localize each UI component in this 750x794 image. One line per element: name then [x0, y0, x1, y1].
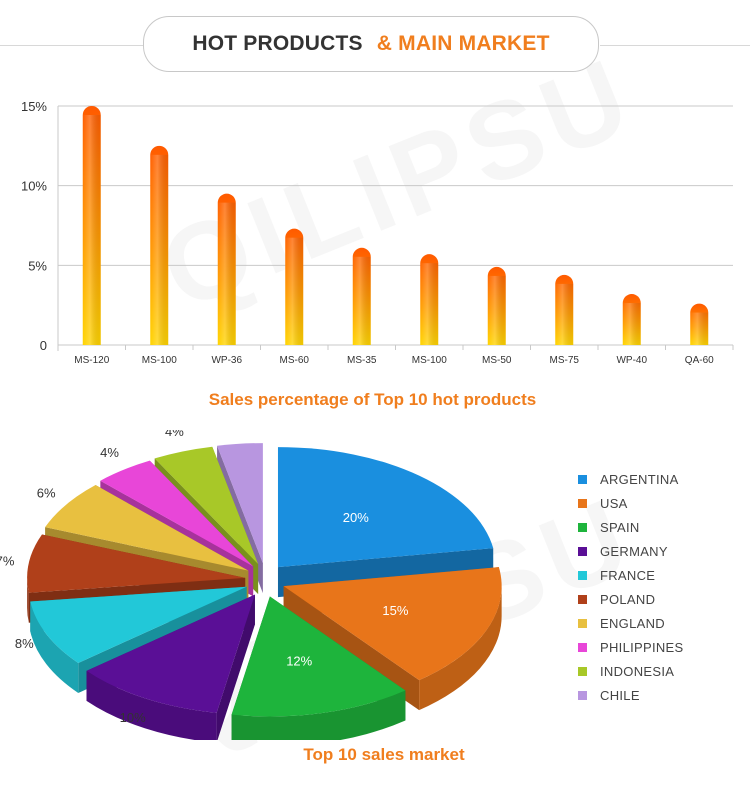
legend-label: GERMANY [600, 543, 668, 559]
pie-slice-label: 4% [165, 430, 184, 439]
legend-item: PHILIPPINES [578, 635, 684, 659]
legend-label: PHILIPPINES [600, 639, 684, 655]
legend-item: USA [578, 491, 684, 515]
pie-slice-top [277, 447, 494, 568]
bar-shine [690, 312, 709, 345]
y-tick-label: 15% [21, 99, 47, 114]
header-title-part2: & MAIN MARKET [376, 32, 550, 55]
pie-slice-label: 7% [0, 553, 15, 568]
pie-slice-rim [27, 577, 29, 623]
legend-label: FRANCE [600, 567, 656, 583]
pie-slice-rim [419, 586, 502, 711]
x-tick-label: MS-60 [280, 355, 310, 366]
pie-slice-label: 4% [100, 445, 119, 460]
y-tick-label: 10% [21, 179, 47, 194]
y-tick-label: 0 [40, 338, 47, 353]
legend-label: USA [600, 495, 628, 511]
legend-item: CHILE [578, 683, 684, 707]
legend-swatch [578, 642, 587, 652]
pie-slice-label: 6% [37, 486, 56, 501]
y-tick-label: 5% [28, 258, 47, 273]
pie-slice-top [154, 446, 259, 565]
pie-slice-top [45, 485, 249, 571]
pie-slice-top [100, 460, 254, 567]
legend-label: POLAND [600, 591, 656, 607]
legend-item: GERMANY [578, 539, 684, 563]
pie-slice-label: 10% [120, 710, 146, 725]
pie-chart-title: Top 10 sales market [303, 745, 465, 764]
pie-slice-label: 15% [382, 603, 408, 618]
pie-slice-label: 20% [343, 510, 369, 525]
x-tick-label: WP-40 [616, 355, 647, 366]
x-tick-label: MS-100 [412, 355, 447, 366]
x-tick-label: QA-60 [685, 355, 714, 366]
pie-slice-top [30, 586, 247, 663]
bar-shine [150, 154, 169, 345]
legend-swatch [578, 546, 587, 556]
x-tick-label: MS-120 [74, 355, 109, 366]
pie-legend: ARGENTINA USA SPAIN GERMANY FRANCE POLAND ENGL… [578, 467, 684, 707]
bar-chart-title: Sales percentage of Top 10 hot products [208, 390, 537, 409]
bar-shine [622, 303, 641, 345]
x-tick-label: WP-36 [211, 355, 242, 366]
legend-swatch [578, 594, 587, 604]
legend-label: INDONESIA [600, 663, 675, 679]
pie-slice [231, 596, 406, 740]
pie-slice-label: 8% [15, 636, 34, 651]
pie-slice-top [217, 443, 263, 564]
pie-slice [86, 594, 255, 740]
legend-item: ARGENTINA [578, 467, 684, 491]
header-divider-right [600, 45, 750, 46]
legend-label: ENGLAND [600, 615, 665, 631]
legend-item: SPAIN [578, 515, 684, 539]
bar-shine [352, 256, 371, 345]
legend-swatch [578, 570, 587, 580]
bar-shine [285, 237, 304, 345]
pie-chart: 20%15%12%10%8%7%6%4%4%3% [0, 430, 502, 740]
x-tick-label: MS-50 [482, 355, 512, 366]
pie-slice-wall [216, 594, 255, 740]
x-tick-label: MS-35 [347, 355, 377, 366]
bar-shine [217, 202, 236, 345]
legend-swatch [578, 498, 587, 508]
page-header: HOT PRODUCTS & MAIN MARKET [143, 16, 599, 72]
pie-slice-rim [30, 601, 79, 693]
legend-item: POLAND [578, 587, 684, 611]
pie-slice-label: 12% [286, 653, 312, 668]
legend-swatch [578, 690, 587, 700]
bar-shine [555, 283, 574, 345]
bar-shine [487, 275, 506, 345]
pie-slice-rim [86, 670, 217, 740]
bar-shine [82, 115, 101, 345]
x-tick-label: MS-100 [142, 355, 177, 366]
pie-slice-top [27, 534, 246, 593]
bar-shine [420, 263, 439, 345]
legend-item: ENGLAND [578, 611, 684, 635]
x-tick-label: MS-75 [550, 355, 580, 366]
legend-swatch [578, 666, 587, 676]
pie-slice-top [231, 596, 406, 717]
pie-slice-top [283, 567, 502, 681]
legend-item: INDONESIA [578, 659, 684, 683]
pie-slice-top [86, 594, 255, 713]
header-divider-left [0, 45, 143, 46]
pie-slice-rim [231, 690, 406, 740]
legend-label: ARGENTINA [600, 471, 679, 487]
legend-swatch [578, 618, 587, 628]
legend-label: CHILE [600, 687, 640, 703]
bar-chart: 0 5% 10% 15% MS-120 MS-100 WP-36 MS-60 MS-35 MS-1… [21, 99, 734, 366]
legend-swatch [578, 474, 587, 484]
header-title-part1: HOT PRODUCTS [192, 32, 363, 55]
legend-swatch [578, 522, 587, 532]
legend-item: FRANCE [578, 563, 684, 587]
legend-label: SPAIN [600, 519, 640, 535]
